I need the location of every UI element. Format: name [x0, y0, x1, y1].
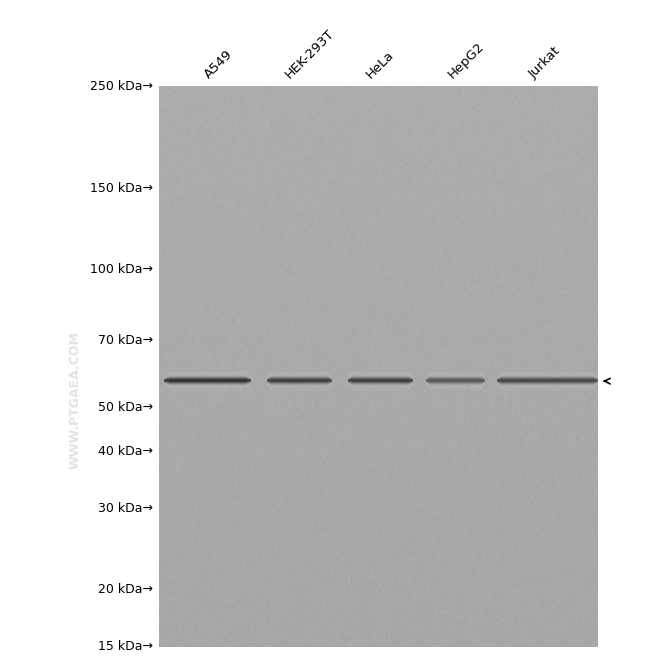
Text: 20 kDa→: 20 kDa→ — [98, 583, 153, 596]
Text: HeLa: HeLa — [364, 49, 397, 81]
Text: Jurkat: Jurkat — [526, 45, 563, 81]
Text: 15 kDa→: 15 kDa→ — [98, 640, 153, 654]
Text: 150 kDa→: 150 kDa→ — [90, 182, 153, 195]
Text: HEK-293T: HEK-293T — [283, 27, 337, 81]
Text: 30 kDa→: 30 kDa→ — [98, 502, 153, 516]
Text: 70 kDa→: 70 kDa→ — [98, 334, 153, 347]
Text: HepG2: HepG2 — [445, 40, 487, 81]
Text: 40 kDa→: 40 kDa→ — [98, 445, 153, 458]
Text: 100 kDa→: 100 kDa→ — [90, 263, 153, 275]
Text: 50 kDa→: 50 kDa→ — [98, 401, 153, 414]
Text: WWW.PTGAEA.COM: WWW.PTGAEA.COM — [68, 331, 81, 469]
Text: 250 kDa→: 250 kDa→ — [90, 80, 153, 93]
Text: A549: A549 — [202, 48, 235, 81]
